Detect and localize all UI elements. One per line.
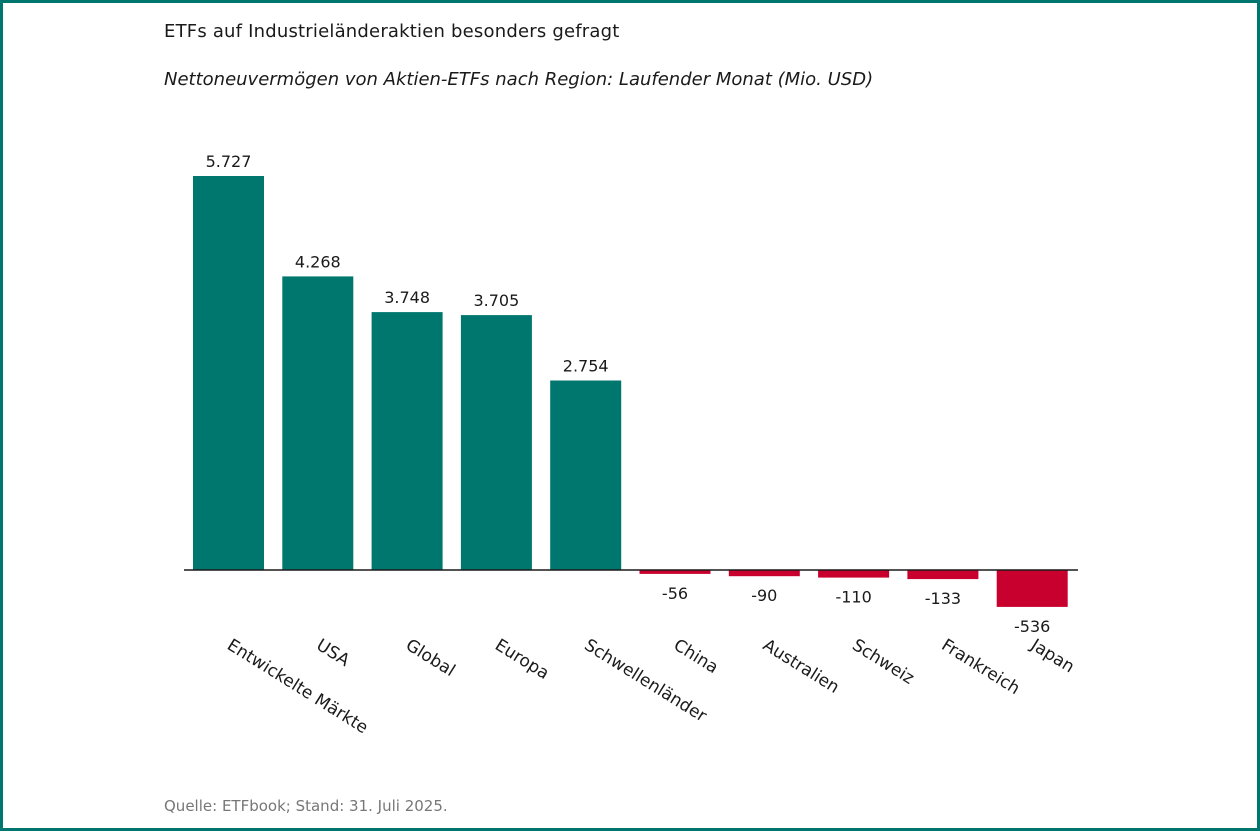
value-label: -110 (835, 588, 871, 607)
value-label: 5.727 (206, 152, 252, 171)
category-label: Europa (491, 635, 552, 684)
value-label: 3.748 (384, 288, 430, 307)
category-label: Schweiz (848, 635, 917, 689)
bar-china (639, 570, 711, 574)
bar-entwickelte-märkte (193, 176, 264, 570)
bar-frankreich (907, 570, 979, 580)
bar-schwellenländer (550, 380, 622, 570)
value-label: -133 (925, 589, 961, 608)
value-label: 4.268 (295, 252, 341, 271)
value-label: 2.754 (563, 357, 609, 376)
category-label: Japan (1026, 635, 1078, 678)
source-text: ETFbook; Stand: 31. Juli 2025. (217, 797, 448, 815)
source-label: Quelle: (164, 797, 218, 815)
value-label: -536 (1014, 617, 1050, 636)
chart-title: ETFs auf Industrieländeraktien besonders… (164, 21, 620, 42)
category-label: Frankreich (938, 635, 1024, 699)
bar-usa (282, 276, 354, 570)
bar-japan (996, 570, 1068, 607)
bar-schweiz (818, 570, 890, 578)
source-note: Quelle: ETFbook; Stand: 31. Juli 2025. (164, 797, 448, 815)
category-label: Australien (759, 635, 843, 698)
value-label: -56 (662, 584, 688, 603)
bar-europa (460, 315, 532, 570)
bar-global (371, 312, 443, 570)
category-label: USA (313, 635, 354, 671)
category-label: China (670, 635, 722, 678)
value-label: 3.705 (473, 291, 519, 310)
bar-australien (728, 570, 800, 577)
chart-subtitle: Nettoneuvermögen von Aktien-ETFs nach Re… (164, 69, 874, 90)
category-label: Global (402, 635, 459, 681)
value-label: -90 (751, 586, 777, 605)
